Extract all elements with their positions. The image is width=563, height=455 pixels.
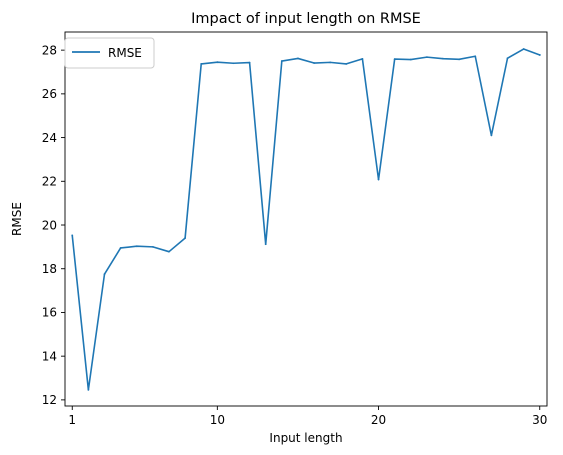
y-tick-label: 26 [42,87,57,101]
rmse-data-point [135,245,138,248]
rmse-data-point [361,57,364,60]
x-tick-label: 10 [210,413,225,427]
x-tick-label: 1 [68,413,76,427]
y-tick-label: 20 [42,218,57,232]
y-axis-label: RMSE [10,202,24,236]
y-tick-label: 18 [42,262,57,276]
rmse-data-point [313,62,315,64]
rmse-data-point [409,58,412,61]
rmse-data-point [87,388,90,391]
y-tick-label: 28 [42,43,57,57]
rmse-data-point [474,55,477,58]
x-axis-label: Input length [269,431,342,445]
rmse-data-point [426,56,428,59]
rmse-data-point [103,273,106,276]
y-tick-label: 22 [42,175,57,189]
plot-area: 1 10 20 30 12 14 16 18 20 22 24 26 28 [42,31,548,427]
rmse-data-point [184,237,186,240]
rmse-data-point [264,243,267,246]
rmse-data-point [538,54,541,56]
x-tick-label: 20 [371,413,386,427]
rmse-data-point [248,61,251,64]
rmse-data-point [345,63,348,65]
rmse-data-point [71,234,74,237]
rmse-data-point [168,250,170,253]
rmse-data-point [522,48,525,50]
rmse-data-point [442,57,444,60]
chart-title: Impact of input length on RMSE [191,11,421,27]
rmse-data-point [377,178,380,181]
y-axis-ticks: 12 14 16 18 20 22 24 26 28 [42,43,65,407]
rmse-data-point [280,60,283,62]
y-tick-label: 24 [42,131,57,145]
y-tick-label: 16 [42,306,57,320]
rmse-data-point [232,62,235,65]
rmse-series-points [71,48,541,391]
axes-frame [64,31,548,407]
rmse-data-point [200,63,203,65]
rmse-series-line [71,48,541,391]
y-tick-label: 12 [42,393,57,407]
x-axis-ticks: 1 10 20 30 [68,406,547,427]
rmse-data-point [329,61,332,64]
rmse-data-point [458,58,461,61]
legend-box [64,37,155,69]
x-tick-label: 30 [532,413,547,427]
y-tick-label: 14 [42,349,57,363]
legend-label-rmse: RMSE [108,46,142,60]
rmse-data-point [490,134,493,137]
legend: RMSE [64,37,155,69]
rmse-data-point [151,245,154,248]
rmse-data-point [393,58,396,61]
rmse-data-point [119,247,122,249]
rmse-data-point [216,61,219,64]
rmse-data-point [506,57,509,60]
rmse-data-point [297,57,299,60]
